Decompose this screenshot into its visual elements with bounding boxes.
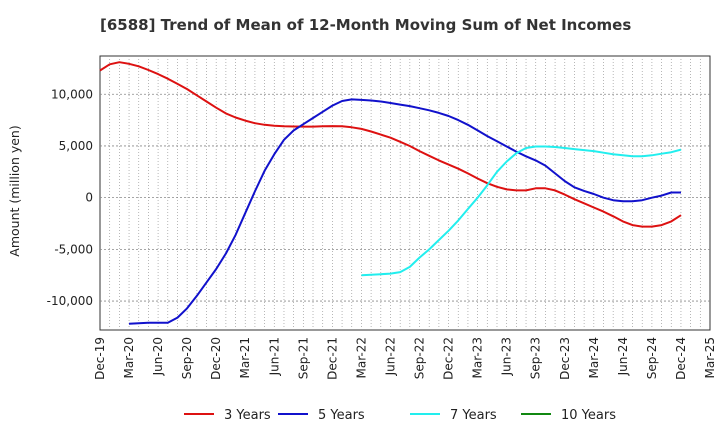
legend-label: 3 Years: [224, 408, 271, 423]
x-tick-label: Mar-24: [587, 337, 601, 378]
x-tick-label: Sep-22: [413, 337, 427, 379]
x-tick-label: Mar-20: [122, 337, 136, 378]
x-tick-label: Sep-23: [529, 337, 543, 379]
x-tick-label: Dec-23: [558, 337, 572, 380]
x-tick-label: Mar-21: [238, 337, 252, 378]
x-tick-label: Jun-24: [616, 337, 630, 376]
series-lines: [99, 61, 682, 325]
legend-label: 7 Years: [450, 408, 497, 423]
legend-label: 10 Years: [561, 408, 616, 423]
x-axis-ticks: Dec-19 Mar-20 Jun-20 Sep-20 Dec-20 Mar-21 Jun-…: [93, 337, 717, 380]
x-tick-label: Sep-20: [180, 337, 194, 379]
x-tick-label: Jun-21: [267, 337, 281, 376]
x-tick-label: Mar-23: [471, 337, 485, 378]
y-tick-label: -10,000: [47, 294, 93, 308]
x-tick-label: Jun-20: [151, 337, 165, 376]
x-tick-label: Jun-22: [383, 337, 397, 376]
y-axis-ticks: 10,000 5,000 0 -5,000 -10,000: [47, 87, 93, 308]
x-tick-label: Dec-19: [93, 337, 107, 380]
x-tick-label: Dec-24: [674, 337, 688, 380]
x-tick-label: Jun-23: [500, 337, 514, 376]
x-tick-label: Sep-21: [296, 337, 310, 379]
x-gridlines: [109, 56, 701, 330]
y-gridlines: [100, 93, 710, 302]
y-axis-title: Amount (million yen): [7, 125, 22, 256]
x-tick-label: Dec-20: [209, 337, 223, 380]
x-tick-label: Mar-22: [354, 337, 368, 378]
legend-label: 5 Years: [318, 408, 365, 423]
series-line-7-years: [361, 145, 682, 277]
x-tick-label: Dec-22: [442, 337, 456, 380]
chart-title: [6588] Trend of Mean of 12-Month Moving …: [100, 16, 631, 34]
y-tick-label: -5,000: [54, 242, 93, 256]
series-line-3-years: [99, 61, 682, 228]
legend: 3 Years 5 Years 7 Years 10 Years: [184, 408, 616, 423]
y-tick-label: 0: [85, 191, 93, 205]
y-tick-label: 5,000: [59, 139, 93, 153]
x-tick-label: Dec-21: [325, 337, 339, 380]
plot-frame: [99, 55, 711, 331]
x-tick-label: Sep-24: [645, 337, 659, 379]
plot-area: [99, 55, 711, 331]
series-line-5-years: [128, 98, 681, 325]
x-tick-label: Mar-25: [703, 337, 717, 378]
y-tick-label: 10,000: [51, 87, 93, 101]
